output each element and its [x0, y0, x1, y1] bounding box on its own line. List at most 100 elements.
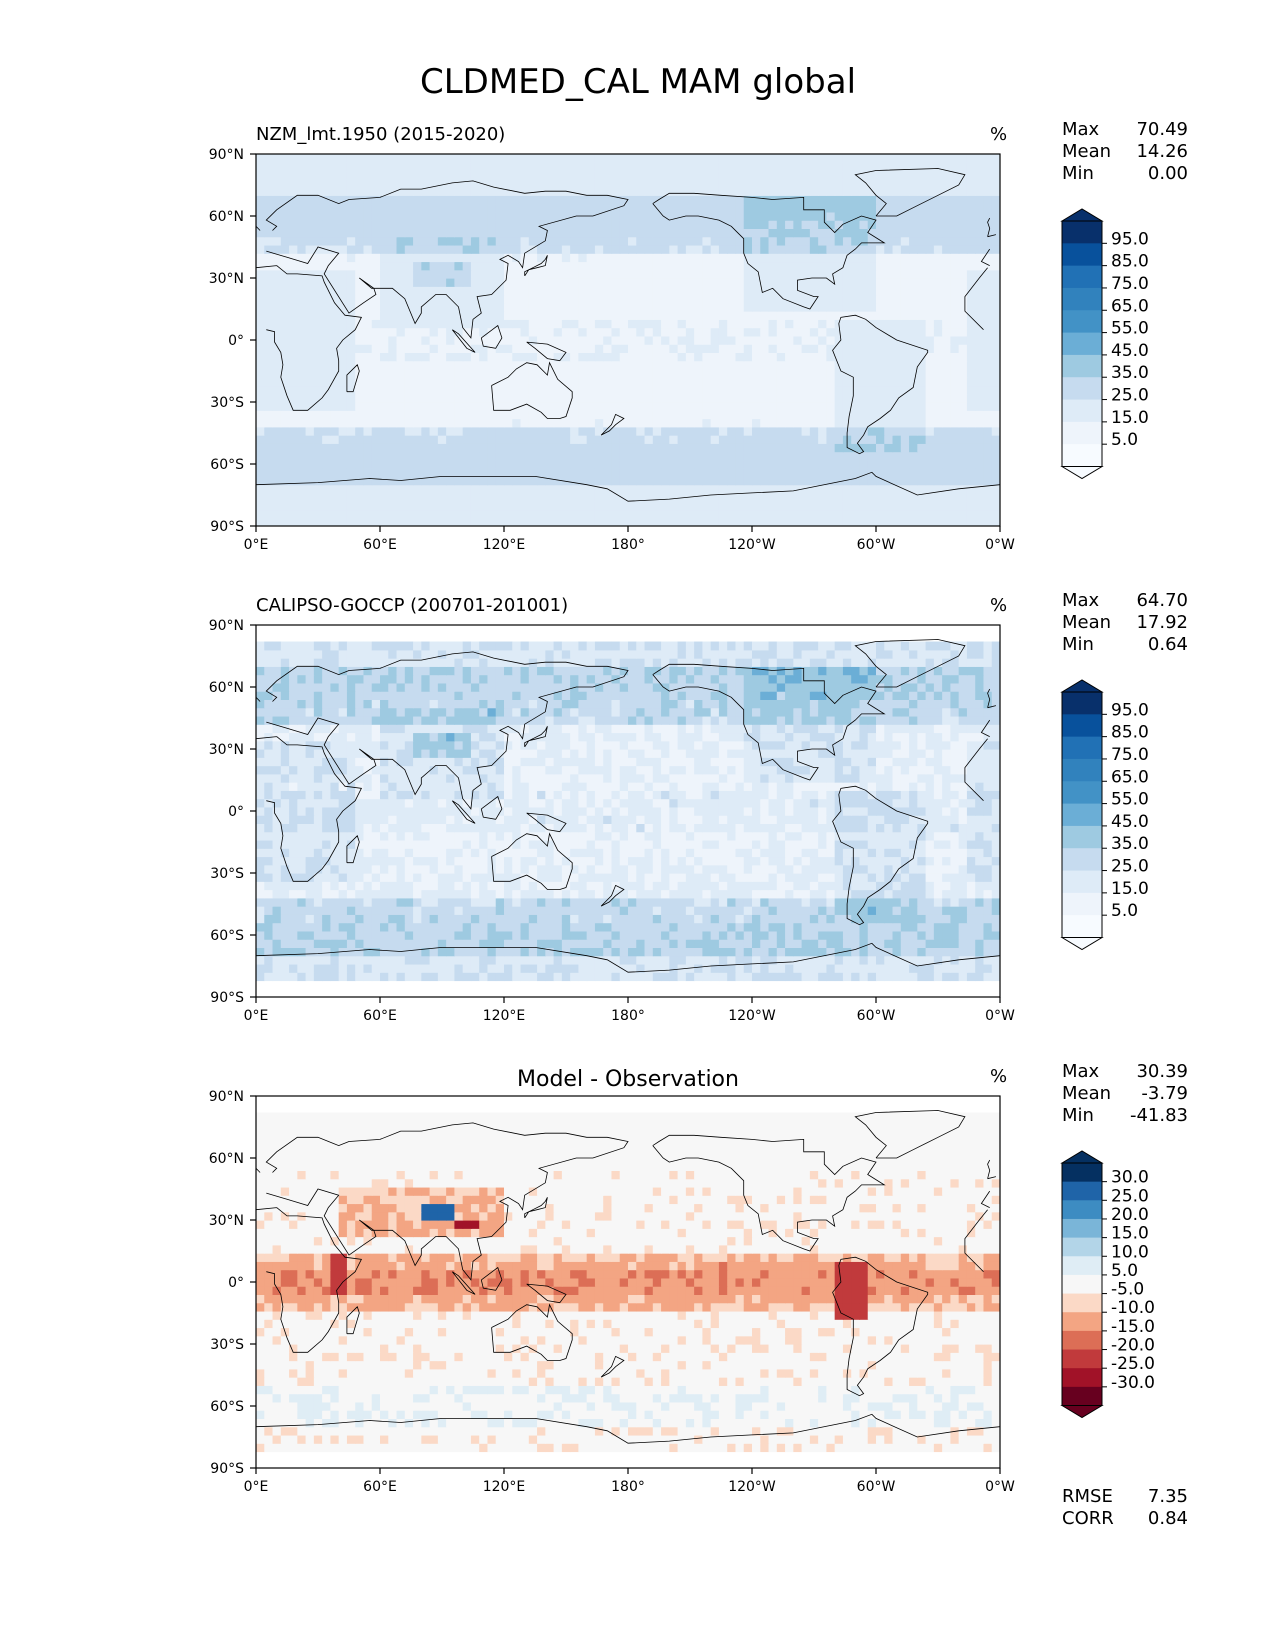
lat-tick-label: 60°N	[209, 209, 244, 225]
lon-tick-label: 120°W	[728, 1008, 776, 1024]
stat-label-min: Min	[1062, 1105, 1094, 1126]
lat-tick-label: 60°S	[210, 928, 244, 944]
colorbar-segment	[1062, 1274, 1102, 1295]
lon-tick-label: 180°	[611, 537, 645, 553]
coastlines	[256, 168, 1000, 502]
colorbar-extend-bottom	[1060, 466, 1104, 480]
colorbar-label: 5.0	[1111, 901, 1138, 921]
lon-tick-label: 60°E	[363, 537, 397, 553]
lat-tick-label: 30°N	[209, 1213, 244, 1229]
colorbar-label: 85.0	[1111, 252, 1149, 272]
colorbar-segment	[1062, 714, 1102, 738]
stat-label-mean: Mean	[1062, 1083, 1111, 1104]
lon-tick-label: 120°W	[728, 537, 776, 553]
colorbar-label: 15.0	[1111, 1224, 1149, 1244]
lat-tick-label: 60°N	[209, 680, 244, 696]
data-field	[256, 625, 1000, 997]
stat-value-corr: 0.84	[1148, 1508, 1188, 1529]
colorbar-label: 15.0	[1111, 879, 1149, 899]
colorbar-segment	[1062, 758, 1102, 782]
lon-tick-label: 180°	[611, 1479, 645, 1495]
colorbar-segment	[1062, 870, 1102, 894]
unit-label: %	[990, 595, 1007, 616]
lat-tick-label: 60°S	[210, 457, 244, 473]
colorbar-segment	[1062, 421, 1102, 445]
colorbar-extend-bottom	[1060, 937, 1104, 951]
colorbar-label: 45.0	[1111, 812, 1149, 832]
lon-tick-label: 0°E	[244, 537, 269, 553]
colorbar-segment	[1062, 736, 1102, 760]
stat-label-corr: CORR	[1062, 1508, 1114, 1529]
lat-tick-label: 90°N	[209, 1089, 244, 1105]
lon-tick-label: 0°W	[985, 1008, 1015, 1024]
colorbar-extend-top	[1060, 679, 1104, 693]
lon-tick-label: 120°E	[483, 537, 526, 553]
colorbar-segment	[1062, 1293, 1102, 1313]
colorbar-extend-bottom	[1060, 1405, 1104, 1419]
panel-title: Model - Observation	[517, 1067, 739, 1092]
lat-tick-label: 90°S	[210, 1461, 244, 1477]
colorbar-segment	[1062, 892, 1102, 916]
colorbar-label: 30.0	[1111, 1168, 1149, 1188]
stat-label-max: Max	[1062, 590, 1100, 611]
colorbar-segment	[1062, 1237, 1102, 1257]
colorbar-segment	[1062, 1163, 1102, 1183]
colorbar-segment	[1062, 377, 1102, 401]
colorbar-label: 5.0	[1111, 1261, 1138, 1281]
lon-tick-label: 60°E	[363, 1008, 397, 1024]
colorbar-label: -25.0	[1111, 1354, 1155, 1374]
colorbar-segment	[1062, 1330, 1102, 1351]
colorbar-label: 10.0	[1111, 1242, 1149, 1262]
colorbar-segment	[1062, 848, 1102, 872]
stat-value-max: 70.49	[1136, 119, 1188, 140]
colorbar-segment	[1062, 825, 1102, 849]
colorbar-label: 15.0	[1111, 408, 1149, 428]
lon-tick-label: 60°E	[363, 1479, 397, 1495]
colorbar-segment	[1062, 354, 1102, 378]
lat-tick-label: 30°S	[210, 395, 244, 411]
stat-value-max: 64.70	[1136, 590, 1188, 611]
stat-value-mean: 17.92	[1136, 612, 1188, 633]
colorbar-label: 95.0	[1111, 700, 1149, 720]
colorbar-label: 55.0	[1111, 790, 1149, 810]
colorbar-segment	[1062, 332, 1102, 356]
colorbar-frame	[1061, 1162, 1103, 1406]
unit-label: %	[990, 124, 1007, 145]
colorbar-segment	[1062, 221, 1102, 244]
stat-value-min: 0.00	[1148, 163, 1188, 184]
lat-tick-label: 60°S	[210, 1399, 244, 1415]
lat-tick-label: 90°S	[210, 519, 244, 535]
colorbar-label: 75.0	[1111, 745, 1149, 765]
stat-label-rmse: RMSE	[1062, 1486, 1113, 1507]
lon-tick-label: 0°W	[985, 1479, 1015, 1495]
colorbar-segment	[1062, 692, 1102, 715]
lat-tick-label: 0°	[228, 804, 244, 820]
lat-tick-label: 0°	[228, 333, 244, 349]
coastlines	[256, 1110, 1000, 1444]
colorbar-segment	[1062, 444, 1102, 467]
colorbar-extend-top	[1060, 1150, 1104, 1164]
stat-value-mean: -3.79	[1141, 1083, 1188, 1104]
colorbar-segment	[1062, 265, 1102, 289]
colorbar-segment	[1062, 243, 1102, 267]
colorbar-segment	[1062, 287, 1102, 311]
colorbar-segment	[1062, 781, 1102, 805]
stat-label-max: Max	[1062, 119, 1100, 140]
colorbar-segment	[1062, 310, 1102, 334]
panels: 90°N60°N30°N0°30°S60°S90°S0°E 60°E 120°E 18…	[209, 119, 1188, 1529]
lat-tick-label: 90°S	[210, 990, 244, 1006]
map-panel-2: 90°N 60°N 30°N 0° 30°S 60°S 90°S0°E 60°E 120°E 18…	[209, 590, 1188, 1024]
colorbar-segment	[1062, 1256, 1102, 1276]
colorbar-segment	[1062, 1200, 1102, 1220]
lat-tick-label: 90°N	[209, 618, 244, 634]
lat-tick-label: 0°	[228, 1275, 244, 1291]
data-field	[256, 1096, 1000, 1468]
colorbar-label: 85.0	[1111, 723, 1149, 743]
colorbar-label: 20.0	[1111, 1205, 1149, 1225]
colorbar-segment	[1062, 1386, 1102, 1406]
lat-tick-label: 90°N	[209, 147, 244, 163]
stat-value-min: -41.83	[1130, 1105, 1188, 1126]
colorbar-extend-top	[1060, 208, 1104, 222]
colorbar-label: 35.0	[1111, 363, 1149, 383]
